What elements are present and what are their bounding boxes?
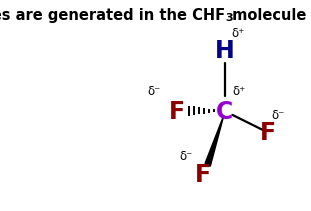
Text: δ⁻: δ⁻ [147,85,160,98]
Text: F: F [169,100,185,124]
Text: H: H [215,39,235,63]
Text: Poles are generated in the CHF: Poles are generated in the CHF [0,8,225,23]
Text: δ⁻: δ⁻ [180,150,193,163]
Text: 3: 3 [225,13,233,23]
Text: δ⁻: δ⁻ [271,110,285,122]
Text: C: C [216,100,234,124]
Text: F: F [194,163,211,187]
Text: molecule: molecule [227,8,306,23]
Text: δ⁺: δ⁺ [231,27,244,40]
Polygon shape [205,115,224,166]
Text: F: F [259,121,276,145]
Text: δ⁺: δ⁺ [233,85,246,98]
